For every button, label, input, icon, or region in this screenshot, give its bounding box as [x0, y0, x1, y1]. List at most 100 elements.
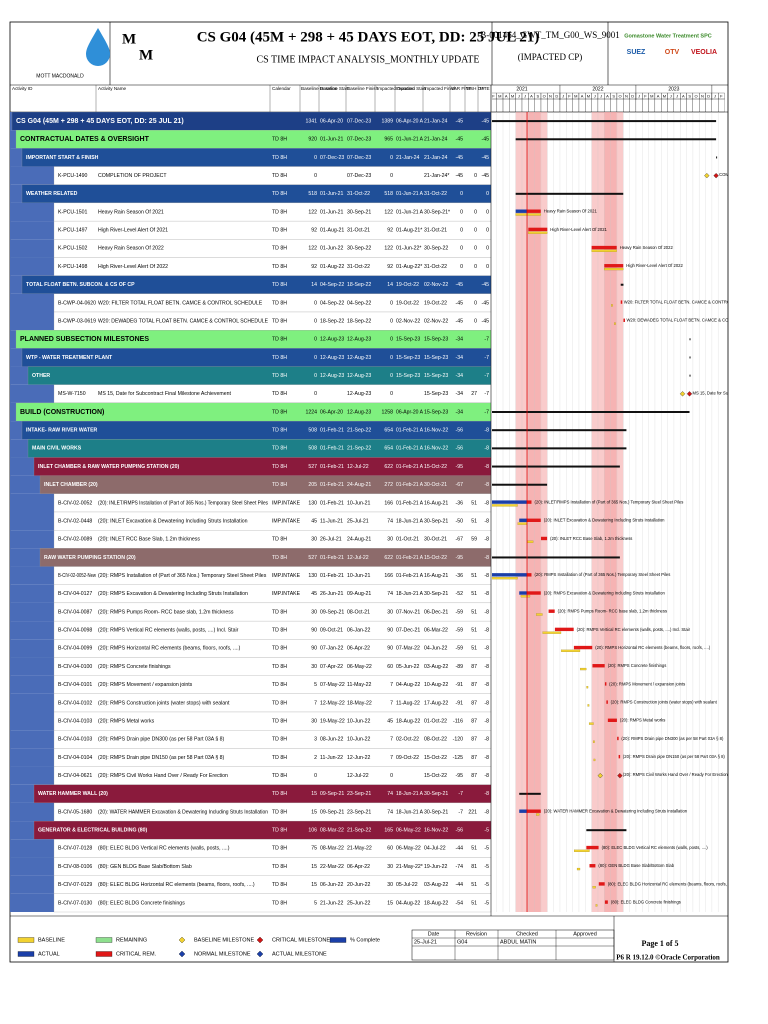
critical-bar: [586, 845, 599, 850]
title: CS G04 (45M + 298 + 45 DAYS EOT, DD: 25 …: [197, 29, 540, 45]
cell-7: 01-Jun-22*: [396, 246, 421, 252]
cell-1: (20): RMPS Construction joints (water st…: [98, 700, 230, 706]
month-label: O: [694, 93, 697, 98]
row-stripe: [10, 257, 54, 276]
cell-8: 02-Nov-22: [424, 318, 448, 324]
partner: SUEZ: [627, 49, 646, 56]
milestone: [597, 773, 603, 779]
summary-bar: [492, 483, 548, 486]
row-stripe: [10, 148, 22, 167]
cell-6: 272: [384, 482, 393, 488]
cell-10: 0: [474, 300, 477, 306]
cell-10: 51: [471, 900, 477, 906]
cell-8: 15-Oct-22: [424, 464, 447, 470]
cell-5: 24-Aug-21: [347, 482, 371, 488]
cell-4: 07-Jan-22: [320, 646, 343, 652]
baseline-bar: [591, 249, 617, 252]
baseline-bar: [595, 904, 598, 907]
cell-9: -91: [456, 700, 464, 706]
cell-2: TD 8H: [272, 755, 287, 761]
cell-9: -50: [456, 518, 464, 524]
legend-swatch: [17, 951, 35, 957]
cell-8: 30-Oct-21: [424, 482, 447, 488]
cell-0: K-PCU-1498: [58, 264, 88, 270]
cell-8: 21-Jan-24: [424, 118, 447, 124]
summary-bar: [716, 156, 718, 159]
bar-label: (20): RMPS Civil Works Hand Over / Ready…: [623, 772, 729, 777]
cell-10: 87: [471, 700, 477, 706]
cell-7: 01-Feb-21 A: [396, 446, 423, 452]
cell-5: 31-Oct-22: [347, 191, 370, 197]
footer-value: ABDUL MATIN: [500, 939, 536, 945]
cell-11: 0: [486, 209, 489, 215]
cell-11: -8: [484, 809, 489, 815]
cell-11: -8: [484, 773, 489, 779]
cell-6: 92: [387, 264, 393, 270]
cell-8: 16-Aug-21: [424, 573, 448, 579]
month-label: M: [574, 93, 577, 98]
cell-3: 30: [311, 664, 317, 670]
month-label: D: [707, 93, 710, 98]
cell-5: 06-Apr-22: [347, 646, 370, 652]
cell-5: 12-Jun-22: [347, 755, 370, 761]
cell-8: 03-Aug-22: [424, 882, 448, 888]
milestone: [704, 173, 710, 179]
legend-label: CRITICAL REM.: [116, 951, 157, 957]
month-label: J: [638, 93, 640, 98]
cell-2: TD 8H: [272, 209, 287, 215]
row-stripe: [10, 712, 54, 731]
bar-label: COMPLETION OF PROJECT: [719, 172, 768, 177]
cell-9: -45: [456, 155, 464, 161]
legend-label: ACTUAL MILESTONE: [272, 951, 327, 957]
bar-label: MS 15, Date for Subcontract Final Milest…: [693, 390, 768, 395]
cell-8: 16-Nov-22: [424, 446, 448, 452]
cell-4: 06-Apr-20: [320, 409, 343, 415]
month-label: J: [714, 93, 716, 98]
cell-3: 2: [314, 755, 317, 761]
bar-label: (80): ELEC BLDG Horizontal RC elements (…: [608, 881, 735, 886]
cell-11: -8: [484, 428, 489, 434]
cell-11: -8: [484, 791, 489, 797]
cell-11: -8: [484, 555, 489, 561]
cell-1: (20): RMPS Drain pipe DN300 (as per 58 P…: [98, 737, 225, 743]
cell-7: 05-Jun-22: [396, 664, 419, 670]
bar-label: (20): RMPS Drain pipe DN300 (as per 58 P…: [621, 736, 724, 741]
cell-0: B-CIV-04-0102: [58, 700, 92, 706]
cell-1: (20): RMPS Installation of (Part of 365 …: [98, 573, 267, 579]
legend-swatch: [178, 950, 186, 958]
legend-swatch: [256, 936, 264, 944]
baseline-bar: [536, 613, 543, 616]
cell-2: TD 8H: [272, 864, 287, 870]
cell-3: 527: [308, 464, 317, 470]
row-stripe: [10, 657, 54, 676]
cell-5: 10-Jun-22: [347, 737, 370, 743]
actual-bar: [492, 573, 528, 577]
cell-1: WATER HAMMER WALL (20): [38, 791, 108, 797]
cell-8: 06-Mar-22: [424, 628, 448, 634]
baseline-bar: [527, 540, 534, 543]
footer-value: G04: [457, 939, 467, 945]
cell-1: (20): RMPS Movement / expansion joints: [98, 682, 193, 688]
cell-6: 0: [390, 318, 393, 324]
row-stripe: [10, 602, 54, 622]
row-stripe: [10, 457, 34, 476]
cell-2: TD 8H: [272, 228, 287, 234]
cell-3: 920: [308, 137, 317, 143]
cell-2: TD 8H: [272, 828, 287, 834]
cell-3: 92: [311, 264, 317, 270]
cell-11: -8: [484, 518, 489, 524]
cell-8: 30-Sep-21*: [424, 209, 450, 215]
month-label: F: [492, 93, 495, 98]
cell-5: 12-Aug-23: [347, 373, 371, 379]
row-stripe: [10, 293, 54, 312]
cell-5: 06-May-22: [347, 664, 372, 670]
cell-3: 5: [314, 900, 317, 906]
row-stripe: [10, 893, 54, 912]
cell-7: 02-Nov-22: [396, 318, 420, 324]
cell-11: -5: [484, 846, 489, 852]
year-label: 2024: [744, 86, 755, 92]
year-label: 2023: [668, 86, 679, 92]
baseline-bar: [611, 304, 613, 307]
